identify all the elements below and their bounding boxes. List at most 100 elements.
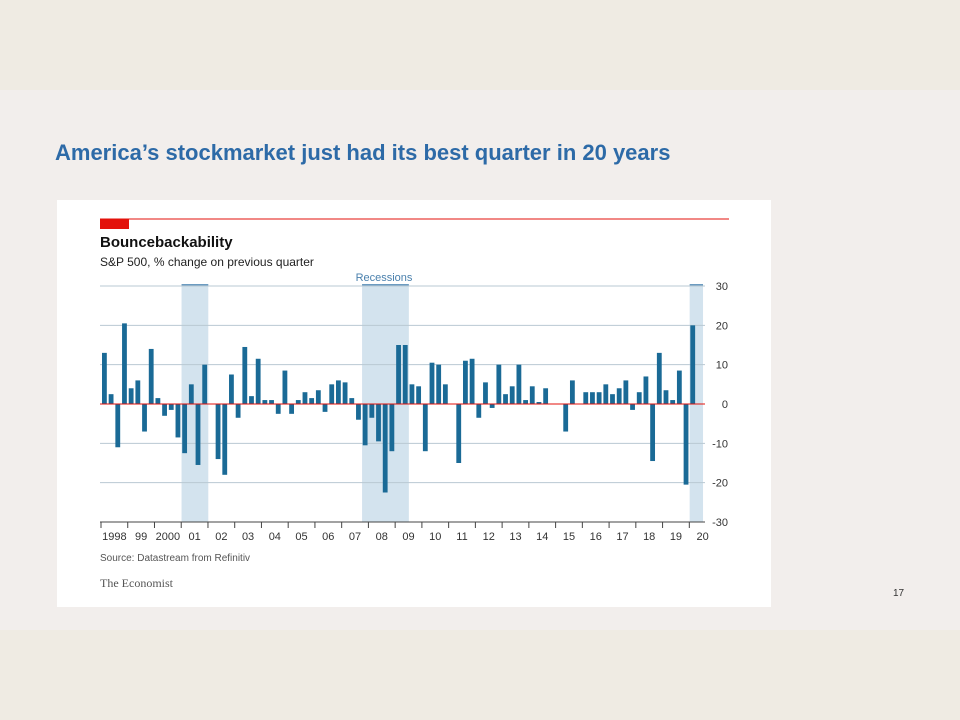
bar bbox=[569, 380, 575, 404]
bar bbox=[148, 348, 154, 404]
bar bbox=[122, 323, 127, 404]
bar bbox=[175, 404, 181, 438]
economist-credit: The Economist bbox=[100, 576, 174, 590]
x-tick-label: 09 bbox=[402, 531, 414, 543]
bar bbox=[596, 392, 602, 404]
bar bbox=[610, 394, 615, 404]
x-tick-label: 19 bbox=[670, 531, 682, 543]
bar bbox=[249, 396, 254, 404]
bar bbox=[623, 380, 629, 404]
bar bbox=[262, 400, 268, 404]
bar bbox=[102, 352, 107, 404]
bar bbox=[356, 404, 361, 420]
bar bbox=[476, 404, 482, 418]
x-tick-label: 01 bbox=[188, 531, 200, 543]
x-tick-label: 05 bbox=[295, 531, 307, 543]
page-number: 17 bbox=[893, 588, 905, 599]
bar bbox=[235, 404, 241, 418]
bar bbox=[376, 404, 381, 442]
bar bbox=[188, 384, 194, 404]
bar bbox=[369, 404, 375, 418]
bar bbox=[128, 388, 134, 404]
bar bbox=[630, 404, 635, 410]
x-tick-label: 07 bbox=[349, 531, 361, 543]
bar bbox=[422, 404, 428, 452]
bar bbox=[168, 404, 174, 410]
bar bbox=[108, 394, 114, 404]
bar bbox=[442, 384, 448, 404]
recession-band-cap bbox=[181, 284, 209, 287]
x-tick-label: 03 bbox=[242, 531, 254, 543]
bar bbox=[215, 404, 221, 460]
chart-title: Bouncebackability bbox=[100, 234, 233, 251]
bar bbox=[402, 345, 408, 404]
x-tick-label: 06 bbox=[322, 531, 334, 543]
bar bbox=[543, 388, 549, 404]
bar bbox=[329, 384, 335, 404]
bar bbox=[389, 404, 395, 452]
chart-panel: Bouncebackability S&P 500, % change on p… bbox=[57, 200, 771, 607]
chart-subtitle: S&P 500, % change on previous quarter bbox=[100, 255, 314, 269]
economist-red-tag bbox=[100, 219, 129, 229]
y-tick-label: 10 bbox=[716, 360, 728, 372]
bar bbox=[683, 404, 689, 485]
bar bbox=[396, 345, 401, 404]
bar bbox=[275, 404, 281, 414]
bar bbox=[656, 352, 662, 404]
bar bbox=[202, 364, 208, 404]
bar bbox=[362, 404, 368, 446]
bar bbox=[155, 398, 161, 404]
bar bbox=[469, 358, 475, 404]
bar bbox=[295, 400, 301, 404]
x-tick-label: 14 bbox=[536, 531, 548, 543]
bar bbox=[489, 404, 495, 408]
x-axis: 1998 99 2000 01 02 03 04 05 06 07 08 09 10 11 12 13 14 15… bbox=[100, 521, 709, 543]
x-tick-label: 2000 bbox=[156, 531, 180, 543]
bar bbox=[436, 364, 442, 404]
bars-layer bbox=[100, 323, 705, 493]
bar bbox=[456, 404, 462, 463]
bar bbox=[496, 364, 502, 404]
bar bbox=[162, 404, 167, 416]
x-tick-label: 13 bbox=[509, 531, 521, 543]
bar bbox=[315, 390, 321, 404]
bar bbox=[503, 394, 508, 404]
x-tick-label: 11 bbox=[456, 531, 467, 543]
x-tick-label: 12 bbox=[483, 531, 495, 543]
bar bbox=[409, 384, 415, 404]
bar bbox=[335, 380, 341, 404]
bar bbox=[463, 360, 468, 404]
bar bbox=[269, 400, 274, 404]
bar bbox=[616, 388, 622, 404]
y-tick-label: 30 bbox=[716, 281, 728, 293]
recession-label: Recessions bbox=[356, 272, 413, 284]
x-tick-label: 16 bbox=[590, 531, 602, 543]
bar bbox=[229, 374, 234, 404]
y-tick-label: -20 bbox=[712, 478, 728, 490]
chart-svg: Bouncebackability S&P 500, % change on p… bbox=[57, 200, 771, 607]
bar bbox=[142, 404, 147, 432]
bar bbox=[135, 380, 141, 404]
bar bbox=[182, 404, 188, 454]
bar bbox=[242, 346, 248, 404]
bar bbox=[195, 404, 201, 465]
bar bbox=[536, 402, 542, 404]
bar bbox=[643, 376, 649, 404]
x-tick-label: 18 bbox=[643, 531, 655, 543]
bar bbox=[670, 400, 676, 404]
y-tick-label: 0 bbox=[722, 399, 728, 411]
x-tick-label: 1998 bbox=[102, 531, 126, 543]
bar bbox=[563, 404, 569, 432]
x-tick-label: 15 bbox=[563, 531, 575, 543]
x-tick-label: 10 bbox=[429, 531, 441, 543]
x-tick-label: 99 bbox=[135, 531, 147, 543]
recession-band-cap bbox=[689, 284, 704, 287]
bar bbox=[676, 370, 682, 404]
bar bbox=[115, 404, 121, 448]
bar bbox=[516, 364, 522, 404]
y-tick-label: -30 bbox=[712, 517, 728, 529]
x-tick-label: 02 bbox=[215, 531, 227, 543]
bar bbox=[650, 404, 656, 462]
bar bbox=[289, 404, 295, 414]
recession-band-cap bbox=[362, 284, 409, 287]
